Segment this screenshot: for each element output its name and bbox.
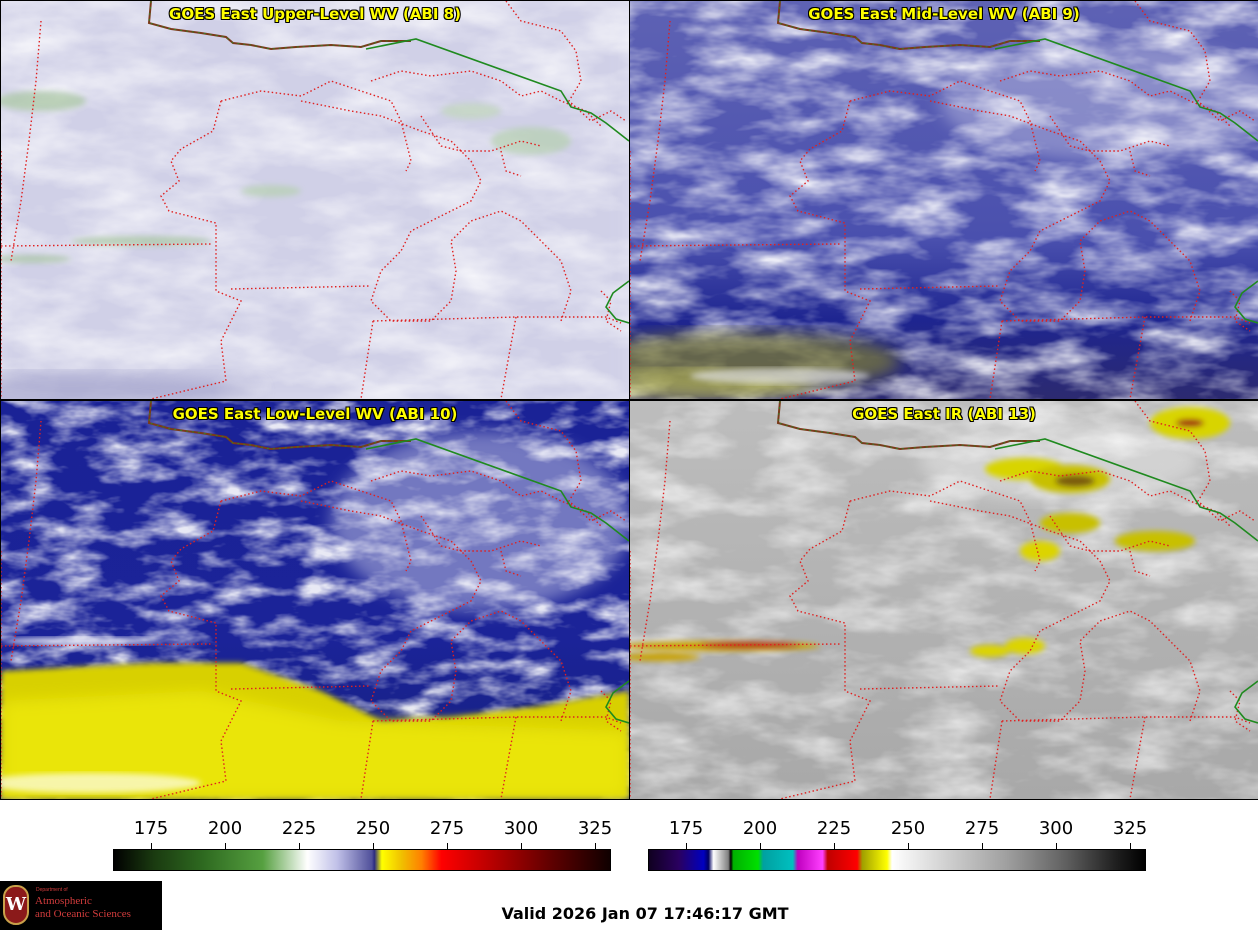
aos-logo: W Department of Atmospheric and Oceanic …: [0, 881, 162, 930]
wv-tick: 225: [281, 818, 317, 839]
mid-level-wv-image: [630, 1, 1258, 399]
wv-tick: 275: [429, 818, 465, 839]
low-level-wv-title: GOES East Low-Level WV (ABI 10): [172, 405, 458, 423]
wv-tick: 200: [207, 818, 243, 839]
ir-image: [630, 401, 1258, 799]
wv-tick: 300: [503, 818, 539, 839]
ir-tick: 250: [890, 818, 926, 839]
ir-title: GOES East IR (ABI 13): [852, 405, 1036, 423]
mid-level-wv-title: GOES East Mid-Level WV (ABI 9): [808, 5, 1080, 23]
ir-tick: 300: [1038, 818, 1074, 839]
ir-tick: 275: [964, 818, 1000, 839]
wv-tick: 175: [133, 818, 169, 839]
ir-panel: GOES East IR (ABI 13): [629, 400, 1258, 800]
ir-tick: 200: [742, 818, 778, 839]
ir-colorbar: [648, 849, 1146, 871]
upper-level-wv-panel: GOES East Upper-Level WV (ABI 8): [0, 0, 630, 400]
uw-seal-icon: W: [3, 885, 29, 925]
wv-tick: 250: [355, 818, 391, 839]
mid-level-wv-panel: GOES East Mid-Level WV (ABI 9): [629, 0, 1258, 400]
wv-colorbar: [113, 849, 611, 871]
ir-tick: 225: [816, 818, 852, 839]
wv-colorbar-ticks: 175 200 225 250 275 300 325: [113, 818, 612, 858]
ir-tick: 175: [668, 818, 704, 839]
logo-line-2: Atmospheric: [35, 895, 92, 907]
upper-level-wv-image: [1, 1, 629, 399]
logo-line-1: Department of: [36, 887, 68, 893]
low-level-wv-panel: GOES East Low-Level WV (ABI 10): [0, 400, 630, 800]
upper-level-wv-title: GOES East Upper-Level WV (ABI 8): [169, 5, 461, 23]
logo-line-3: and Oceanic Sciences: [35, 908, 131, 920]
low-level-wv-image: [1, 401, 629, 799]
ir-colorbar-ticks: 175 200 225 250 275 300 325: [648, 818, 1147, 858]
ir-tick: 325: [1112, 818, 1148, 839]
valid-time: Valid 2026 Jan 07 17:46:17 GMT: [501, 904, 789, 923]
wv-tick: 325: [577, 818, 613, 839]
